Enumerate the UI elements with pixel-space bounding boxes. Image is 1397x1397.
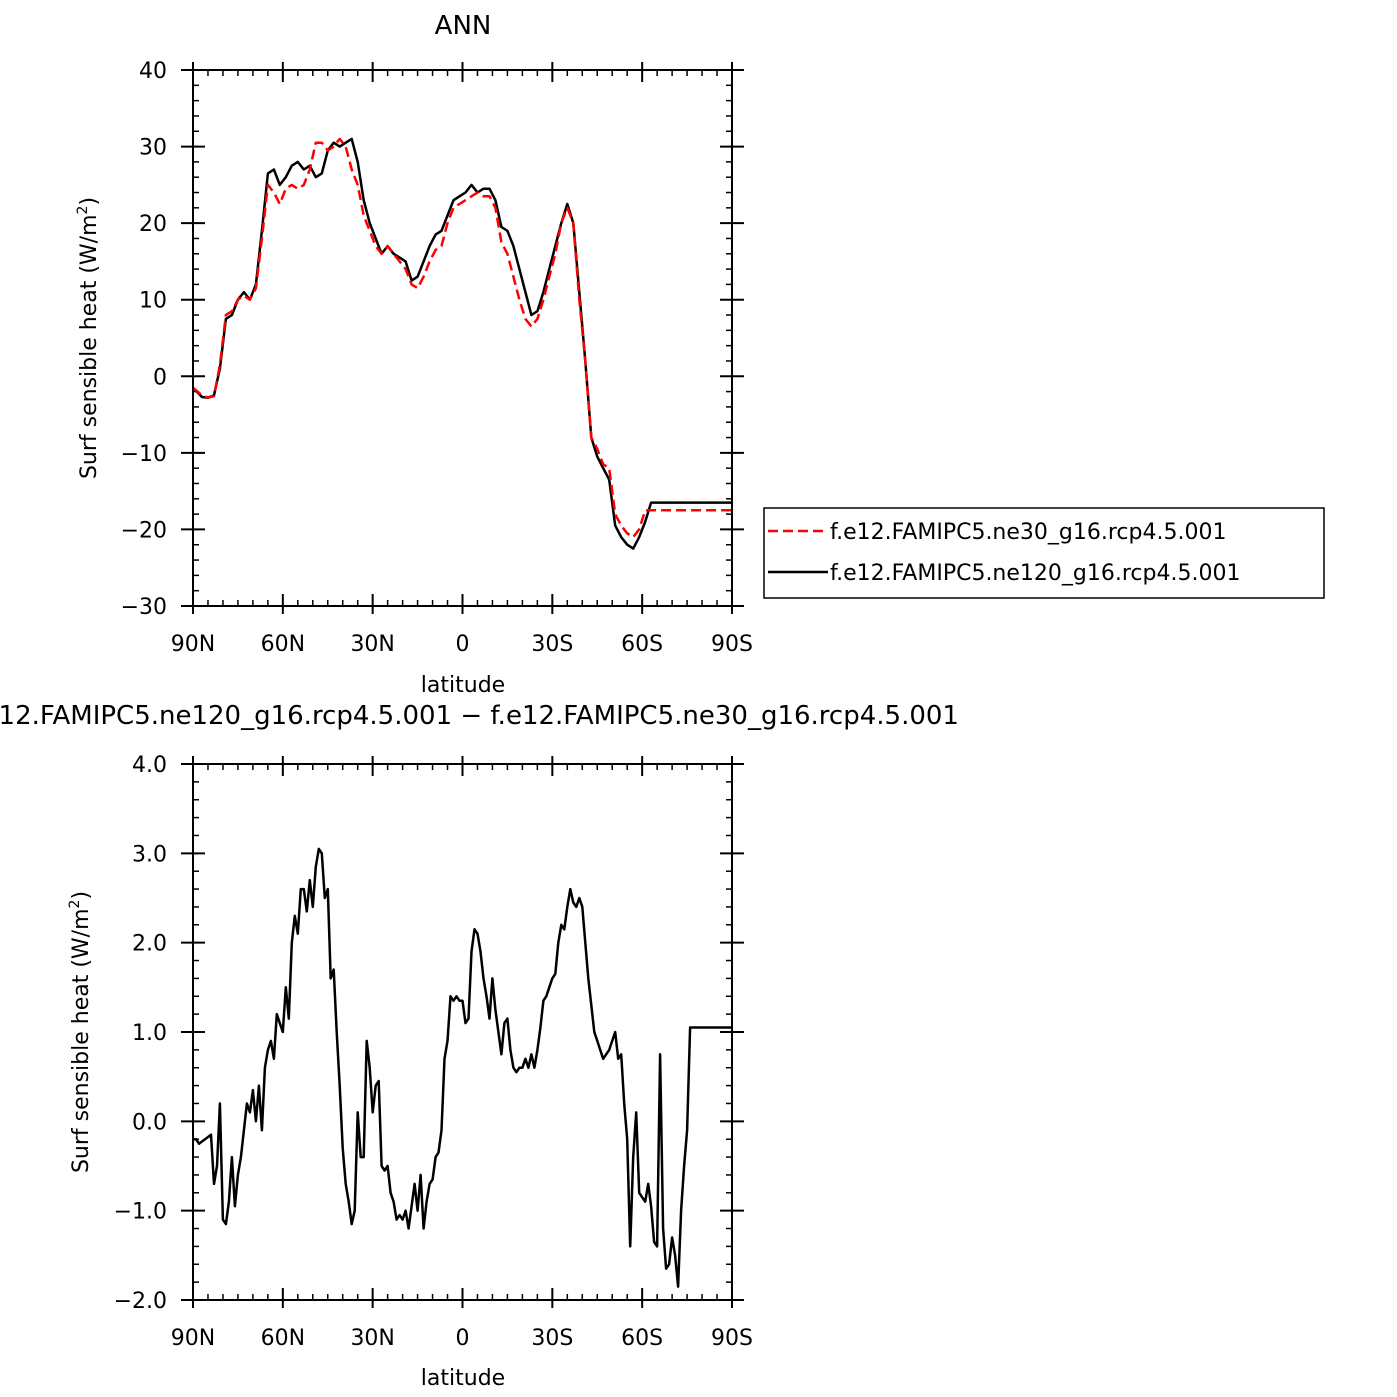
top-x-tick-label: 60S <box>621 632 663 657</box>
bottom-x-tick-label: 30N <box>350 1326 394 1351</box>
top-series-lines <box>192 137 732 550</box>
top-y-tick-label: 10 <box>139 289 167 314</box>
top-x-tick-label: 60N <box>261 632 305 657</box>
top-plot-frame <box>192 69 733 607</box>
bottom-x-tick-label: 60N <box>261 1326 305 1351</box>
legend-label-ne30: f.e12.FAMIPC5.ne30_g16.rcp4.5.001 <box>830 520 1226 545</box>
bottom-y-axis-label-close: ) <box>69 891 94 900</box>
bottom-y-tick-label: 4.0 <box>132 753 167 778</box>
bottom-y-tick-label: −2.0 <box>114 1289 167 1314</box>
bottom-x-axis-label: latitude <box>421 1366 505 1391</box>
bottom-ticks: 90N 60N 30N 0 30S 60S 90S 4.0 3.0 2.0 1.0 0.0 −1.0 −2… <box>114 753 753 1351</box>
top-chart-title: ANN <box>435 11 492 41</box>
legend: f.e12.FAMIPC5.ne30_g16.rcp4.5.001 f.e12.… <box>763 507 1325 599</box>
bottom-x-tick-label: 30S <box>531 1326 573 1351</box>
bottom-y-tick-label: 3.0 <box>132 842 167 867</box>
bottom-plot-frame <box>192 763 733 1301</box>
legend-box <box>763 507 1325 599</box>
bottom-y-tick-label: 0.0 <box>132 1110 167 1135</box>
top-ticks: 90N 60N 30N 0 30S 60S 90S 40 30 20 10 0 −10 −20 −30 <box>121 59 753 657</box>
bottom-series-lines <box>193 847 732 1288</box>
top-y-axis-label-close: ) <box>77 197 102 206</box>
top-y-tick-label: −30 <box>121 595 167 620</box>
top-series-line-0 <box>192 137 732 539</box>
bottom-y-tick-label: 1.0 <box>132 1021 167 1046</box>
bottom-y-tick-label: 2.0 <box>132 932 167 957</box>
top-y-tick-label: −10 <box>121 442 167 467</box>
top-y-axis-label-sup: 2 <box>75 206 91 215</box>
bottom-x-tick-label: 60S <box>621 1326 663 1351</box>
top-y-tick-label: 30 <box>139 136 167 161</box>
bottom-chart-title: f.e12.FAMIPC5.ne120_g16.rcp4.5.001 − f.e… <box>0 701 959 731</box>
top-x-tick-label: 0 <box>456 632 470 657</box>
top-y-tick-label: 20 <box>139 212 167 237</box>
bottom-y-axis-label-sup: 2 <box>67 900 83 909</box>
top-x-axis-label: latitude <box>421 673 505 698</box>
top-x-tick-label: 90S <box>711 632 753 657</box>
top-series-line-1 <box>192 137 732 550</box>
bottom-panel: f.e12.FAMIPC5.ne120_g16.rcp4.5.001 − f.e… <box>0 701 959 1391</box>
bottom-series-line-0 <box>193 847 732 1288</box>
legend-label-ne120: f.e12.FAMIPC5.ne120_g16.rcp4.5.001 <box>830 561 1240 586</box>
bottom-y-tick-label: −1.0 <box>114 1200 167 1225</box>
bottom-x-tick-label: 90N <box>171 1326 215 1351</box>
top-y-tick-label: 40 <box>139 59 167 84</box>
bottom-x-tick-label: 90S <box>711 1326 753 1351</box>
top-x-tick-label: 30S <box>531 632 573 657</box>
top-y-tick-label: 0 <box>153 365 167 390</box>
bottom-y-axis-label: Surf sensible heat (W/m2) <box>67 891 94 1173</box>
bottom-x-tick-label: 0 <box>456 1326 470 1351</box>
top-x-tick-label: 90N <box>171 632 215 657</box>
top-x-tick-label: 30N <box>350 632 394 657</box>
top-y-axis-label-main: Surf sensible heat (W/m <box>77 214 102 479</box>
top-y-axis-label: Surf sensible heat (W/m2) <box>75 197 102 479</box>
top-panel: ANN 90N 60N 30N 0 30S 60S 90S 40 30 20 10 0 −10 −20 −3… <box>75 11 753 698</box>
bottom-y-axis-label-main: Surf sensible heat (W/m <box>69 908 94 1173</box>
top-y-tick-label: −20 <box>121 518 167 543</box>
